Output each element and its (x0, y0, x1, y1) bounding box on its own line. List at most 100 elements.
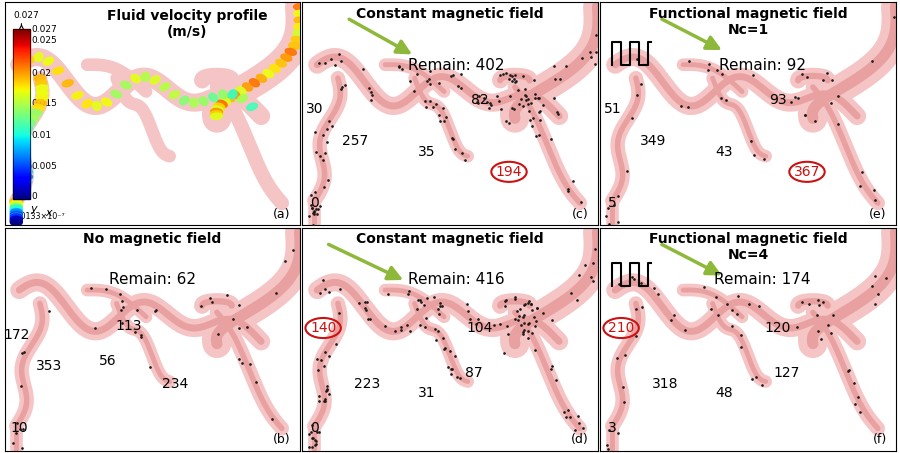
Ellipse shape (121, 81, 131, 89)
Ellipse shape (211, 108, 222, 115)
Ellipse shape (27, 114, 39, 121)
Text: 113: 113 (115, 319, 141, 333)
Bar (14, 89, 30, 90)
Ellipse shape (292, 36, 302, 43)
Text: Constant magnetic field: Constant magnetic field (356, 7, 544, 21)
Bar (14, 152, 30, 153)
Text: 353: 353 (36, 359, 62, 373)
Bar (14, 115, 30, 116)
Bar (14, 127, 30, 128)
Ellipse shape (11, 202, 22, 208)
Bar (14, 93, 30, 94)
Bar (14, 119, 30, 120)
Text: 10: 10 (11, 421, 28, 435)
Bar (14, 87, 30, 88)
Text: 82: 82 (471, 93, 489, 107)
Ellipse shape (229, 90, 237, 99)
Bar (14, 195, 30, 196)
Text: 0.02: 0.02 (32, 68, 51, 77)
Bar (14, 71, 30, 72)
Bar (14, 96, 30, 97)
Bar (14, 154, 30, 155)
Bar (14, 135, 30, 136)
Ellipse shape (19, 129, 31, 135)
Bar (14, 97, 30, 98)
Bar (14, 162, 30, 163)
Ellipse shape (36, 95, 48, 101)
Bar (14, 193, 30, 194)
Bar (14, 184, 30, 185)
Ellipse shape (220, 97, 230, 105)
Ellipse shape (16, 144, 28, 150)
Bar (14, 32, 30, 33)
Bar (14, 137, 30, 138)
Ellipse shape (11, 198, 22, 204)
Bar (14, 70, 30, 71)
Ellipse shape (11, 219, 22, 226)
Ellipse shape (33, 104, 44, 111)
Bar (14, 176, 30, 177)
Ellipse shape (11, 204, 22, 210)
Text: 0.025: 0.025 (32, 36, 57, 45)
Ellipse shape (11, 213, 22, 219)
Text: 35: 35 (418, 145, 435, 159)
Text: Remain: 402: Remain: 402 (408, 58, 504, 73)
Bar (14, 39, 30, 40)
Bar (14, 72, 30, 73)
Bar (14, 131, 30, 132)
Bar (14, 57, 30, 58)
Text: 30: 30 (305, 102, 323, 116)
Bar (14, 178, 30, 179)
Bar (14, 85, 30, 86)
Text: Remain: 92: Remain: 92 (719, 58, 806, 73)
Ellipse shape (11, 205, 22, 211)
Ellipse shape (14, 193, 24, 200)
Bar (14, 182, 30, 183)
Ellipse shape (17, 134, 29, 140)
Ellipse shape (111, 90, 122, 98)
Ellipse shape (14, 61, 24, 68)
Bar (14, 91, 30, 92)
Bar (14, 101, 30, 102)
Bar (14, 117, 30, 118)
Bar (14, 134, 30, 135)
Ellipse shape (11, 208, 22, 215)
Ellipse shape (281, 54, 292, 61)
Ellipse shape (31, 109, 41, 116)
Bar (14, 173, 30, 174)
Text: 4.0133×10⁻⁷: 4.0133×10⁻⁷ (14, 212, 65, 221)
Bar (14, 106, 30, 107)
Bar (14, 169, 30, 170)
Ellipse shape (214, 103, 225, 110)
Bar (14, 51, 30, 52)
Bar (14, 185, 30, 186)
Bar (14, 165, 30, 166)
Bar (14, 95, 30, 96)
Text: 120: 120 (764, 321, 791, 335)
Ellipse shape (159, 83, 170, 91)
Bar (14, 150, 30, 151)
Bar (14, 189, 30, 190)
Bar (14, 109, 30, 110)
Bar (14, 151, 30, 152)
Text: Remain: 174: Remain: 174 (715, 272, 811, 287)
Bar (14, 129, 30, 130)
Bar (14, 139, 30, 140)
Bar (14, 55, 30, 56)
Ellipse shape (16, 139, 28, 145)
Text: 0.01: 0.01 (32, 131, 51, 140)
Text: 87: 87 (464, 366, 482, 380)
Ellipse shape (102, 98, 112, 106)
Text: 0: 0 (32, 193, 37, 202)
Bar (14, 68, 30, 69)
Bar (14, 98, 30, 99)
Bar (14, 126, 30, 127)
Text: 31: 31 (418, 386, 436, 400)
Text: 234: 234 (163, 377, 189, 391)
Bar (14, 52, 30, 53)
Ellipse shape (270, 65, 280, 72)
Ellipse shape (24, 55, 33, 63)
Ellipse shape (275, 59, 286, 67)
Bar (14, 104, 30, 105)
Text: 3: 3 (608, 421, 616, 435)
